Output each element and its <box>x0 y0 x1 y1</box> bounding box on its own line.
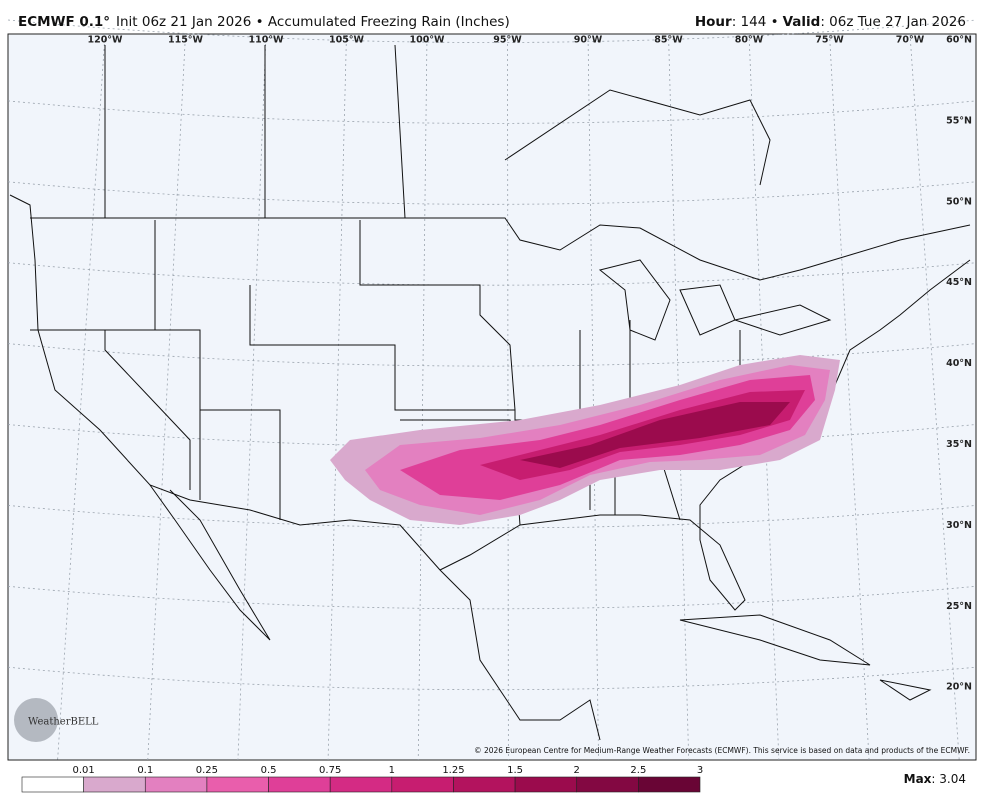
colorbar-segment <box>514 776 578 793</box>
copyright: © 2026 European Centre for Medium-Range … <box>474 746 970 755</box>
max-value: Max: 3.04 <box>904 772 966 786</box>
meridian <box>507 33 509 761</box>
init-title: Init 06z 21 Jan 2026 • Accumulated Freez… <box>116 14 510 30</box>
longitude-label: 105°W <box>329 35 365 46</box>
colorbar-label: 0.75 <box>319 765 341 776</box>
logo-text: WeatherBELL <box>28 717 99 728</box>
valid-value: : 06z Tue 27 Jan 2026 <box>820 14 966 30</box>
longitude-label: 115°W <box>168 35 204 46</box>
colorbar-label: 0.25 <box>196 765 218 776</box>
meridian <box>237 33 267 761</box>
meridian <box>748 33 780 761</box>
colorbar: 0.01 0.1 0.25 0.5 0.75 1 1.25 1.5 2 2.5 3 <box>21 765 703 793</box>
colorbar-label: 1 <box>389 765 395 776</box>
colorbar-segment <box>83 776 146 793</box>
latitude-label: 40°N <box>946 358 972 369</box>
parallel <box>7 19 977 43</box>
longitude-label: 95°W <box>493 35 522 46</box>
colorbar-label: 1.5 <box>507 765 523 776</box>
latitude-label: 20°N <box>946 682 972 693</box>
valid-label: Valid <box>783 14 821 30</box>
meridian <box>829 33 870 761</box>
colorbar-segment <box>268 776 331 793</box>
colorbar-label: 2 <box>574 765 580 776</box>
longitude-label: 80°W <box>735 35 764 46</box>
meridian <box>327 33 347 761</box>
longitude-label: 75°W <box>815 35 844 46</box>
latitude-label: 25°N <box>946 601 972 612</box>
max-label: Max <box>904 772 932 786</box>
latitude-label: 35°N <box>946 439 972 450</box>
longitude-label: 110°W <box>248 35 284 46</box>
latitude-label: 45°N <box>946 277 972 288</box>
colorbar-segment <box>638 776 701 793</box>
caribbean <box>679 614 932 701</box>
model-title: ECMWF 0.1° <box>18 14 110 30</box>
canada-provinces <box>104 44 771 219</box>
colorbar-label: 3 <box>697 765 703 776</box>
graticule <box>7 19 977 761</box>
shade-2 <box>520 402 790 468</box>
longitude-label: 85°W <box>654 35 683 46</box>
meridian <box>417 33 428 761</box>
valid-time: Hour: 144 • Valid: 06z Tue 27 Jan 2026 <box>695 14 966 30</box>
meridian <box>147 33 186 761</box>
gulf-atlantic-coast <box>439 259 971 611</box>
longitude-label: 70°W <box>896 35 925 46</box>
colorbar-segment <box>21 776 84 793</box>
parallel <box>7 585 977 610</box>
parallel <box>7 181 977 205</box>
logo-swirl <box>14 698 58 742</box>
meridian <box>587 33 599 761</box>
meridian <box>668 33 690 761</box>
meridian <box>909 33 960 761</box>
parallel <box>7 262 977 286</box>
colorbar-label: 2.5 <box>630 765 646 776</box>
parallel <box>7 424 977 448</box>
parallel <box>7 666 977 691</box>
parallel <box>7 505 977 529</box>
colorbar-label: 1.25 <box>442 765 464 776</box>
colorbar-segment <box>206 776 269 793</box>
latitude-label: 60°N <box>946 35 972 46</box>
parallel <box>7 100 977 124</box>
longitude-label: 120°W <box>87 35 123 46</box>
longitude-label: 100°W <box>409 35 445 46</box>
logo: WeatherBELL <box>14 698 99 742</box>
freezing-rain-field <box>330 355 840 525</box>
parallel <box>7 343 977 367</box>
baja <box>149 484 271 641</box>
colorbar-label: 0.5 <box>261 765 277 776</box>
colorbar-segment <box>329 776 393 793</box>
max-number: : 3.04 <box>931 772 966 786</box>
canada-border <box>30 217 971 281</box>
latitude-label: 30°N <box>946 520 972 531</box>
colorbar-segment <box>144 776 208 793</box>
great-lakes <box>598 259 832 341</box>
colorbar-segment <box>391 776 454 793</box>
hour-label: Hour <box>695 14 732 30</box>
colorbar-segment <box>453 776 516 793</box>
longitude-label: 90°W <box>574 35 603 46</box>
colorbar-label: 0.01 <box>73 765 95 776</box>
meridian <box>57 33 106 761</box>
latitude-label: 55°N <box>946 115 972 126</box>
colorbar-segment <box>576 776 639 793</box>
latitude-label: 50°N <box>946 196 972 207</box>
hour-value: : 144 • <box>732 14 779 30</box>
colorbar-label: 0.1 <box>137 765 153 776</box>
